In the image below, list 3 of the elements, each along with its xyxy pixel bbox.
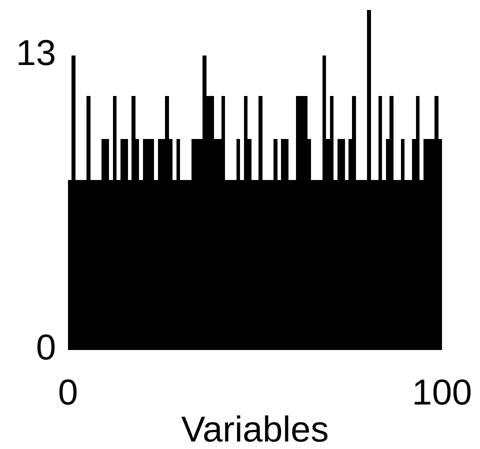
y-tick-label: 13 <box>16 32 56 73</box>
x-tick-label: 100 <box>412 372 472 413</box>
x-axis-title: Variables <box>181 408 329 449</box>
